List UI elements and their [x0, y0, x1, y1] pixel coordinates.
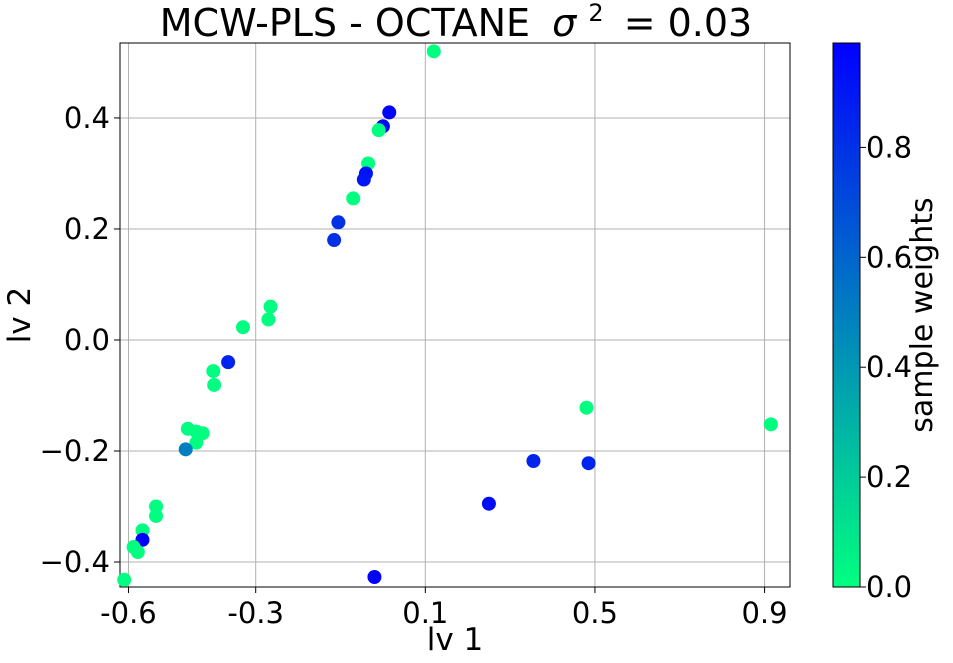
colorbar-tick-label: 0.2 — [866, 460, 912, 494]
colorbar-tick-label: 0.0 — [866, 570, 912, 604]
data-point — [331, 215, 346, 230]
y-axis-ticks: 0.4 0.2 0.0 −0.2 −0.4 — [40, 101, 120, 579]
title-main: MCW-PLS - OCTANE — [160, 1, 530, 45]
data-point — [763, 417, 778, 432]
data-point — [207, 377, 222, 392]
colorbar-tick-label: 0.6 — [866, 240, 912, 274]
colorbar-label: sample weights — [905, 197, 940, 432]
data-point — [371, 123, 386, 138]
data-point — [235, 320, 250, 335]
y-tick-label: 0.2 — [64, 212, 110, 246]
data-point — [130, 545, 145, 560]
colorbar-tick-label: 0.4 — [866, 350, 912, 384]
data-point — [263, 299, 278, 314]
y-tick-label: 0.0 — [64, 323, 110, 357]
title-value: = 0.03 — [624, 1, 753, 45]
data-point — [346, 191, 361, 206]
data-point — [221, 355, 236, 370]
y-tick-label: 0.4 — [64, 101, 110, 135]
data-point — [189, 435, 204, 450]
colorbar-ticks: 0.0 0.2 0.4 0.6 0.8 — [860, 130, 912, 604]
chart-title: MCW-PLS - OCTANE σ 2 = 0.03 — [160, 0, 752, 45]
y-axis-label: lv 2 — [2, 287, 38, 344]
x-tick-label: 0.9 — [741, 596, 787, 630]
data-point — [367, 570, 382, 585]
data-point — [356, 172, 371, 187]
data-point — [426, 44, 441, 59]
data-point — [149, 508, 164, 523]
y-tick-label: −0.4 — [40, 545, 110, 579]
colorbar — [832, 42, 861, 588]
x-tick-label: -0.6 — [100, 596, 157, 630]
colorbar-tick-label: 0.8 — [866, 130, 912, 164]
data-point — [481, 496, 496, 511]
x-tick-label: 0.5 — [572, 596, 618, 630]
data-point — [178, 442, 193, 457]
x-axis-label: lv 1 — [427, 622, 484, 658]
x-tick-label: -0.3 — [227, 596, 284, 630]
data-point — [117, 572, 132, 587]
data-points — [117, 44, 778, 587]
y-tick-label: −0.2 — [40, 434, 110, 468]
plot-area — [119, 42, 791, 588]
data-point — [579, 400, 594, 415]
data-point — [581, 456, 596, 471]
data-point — [526, 453, 541, 468]
title-power: 2 — [588, 0, 603, 27]
x-tick-label: 0.1 — [402, 596, 448, 630]
grid — [120, 43, 790, 587]
data-point — [261, 312, 276, 327]
data-point — [206, 364, 221, 379]
data-point — [382, 105, 397, 120]
x-axis-ticks: -0.6 -0.3 0.1 0.5 0.9 — [100, 587, 788, 630]
title-sigma: σ — [552, 1, 578, 45]
data-point — [327, 233, 342, 248]
